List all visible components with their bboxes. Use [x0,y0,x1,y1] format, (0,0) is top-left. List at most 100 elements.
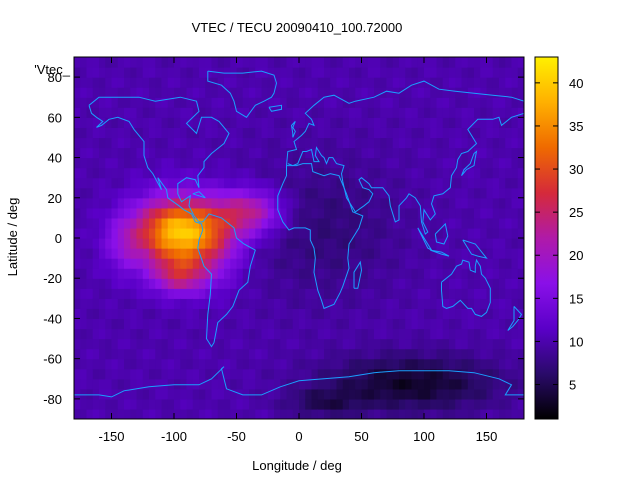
heatmap-cell [230,388,238,400]
heatmap-cell [361,328,369,340]
heatmap-cell [261,298,269,309]
heatmap-cell [80,67,88,78]
heatmap-cell [461,197,469,209]
heatmap-cell [192,217,200,229]
heatmap-cell [311,348,319,360]
heatmap-cell [117,187,125,199]
heatmap-cell [180,298,188,309]
heatmap-cell [305,77,313,88]
heatmap-cell [499,207,506,219]
heatmap-cell [149,187,156,199]
heatmap-cell [111,167,119,179]
heatmap-cell [367,57,375,68]
heatmap-cell [255,358,263,370]
heatmap-cell [517,147,524,159]
heatmap-cell [424,408,431,419]
heatmap-cell [130,248,138,259]
heatmap-cell [449,57,456,68]
heatmap-cell [386,227,394,239]
heatmap-cell [411,97,419,108]
heatmap-cell [411,187,419,199]
heatmap-cell [286,77,294,88]
heatmap-cell [249,298,256,309]
heatmap-cell [424,388,431,400]
heatmap-cell [392,378,400,390]
heatmap-cell [405,57,413,68]
heatmap-cell [324,358,331,370]
heatmap-cell [442,268,450,279]
heatmap-cell [236,398,244,410]
heatmap-cell [449,408,456,419]
heatmap-cell [199,197,206,209]
heatmap-cell [149,248,156,259]
heatmap-cell [167,328,175,340]
heatmap-cell [380,197,388,209]
heatmap-cell [205,258,213,269]
heatmap-cell [274,217,281,229]
heatmap-cell [136,238,144,249]
heatmap-cell [192,358,200,370]
heatmap-cell [436,197,444,209]
heatmap-cell [517,167,524,179]
heatmap-cell [405,67,413,78]
heatmap-cell [492,318,500,330]
heatmap-cell [286,217,294,229]
heatmap-cell [167,378,175,390]
heatmap-cell [336,107,344,118]
heatmap-cell [180,388,188,400]
heatmap-cell [180,187,188,199]
heatmap-cell [211,308,219,320]
heatmap-cell [267,177,275,189]
heatmap-cell [474,77,481,88]
heatmap-cell [180,248,188,259]
heatmap-cell [330,408,338,419]
heatmap-cell [267,318,275,330]
heatmap-cell [436,408,444,419]
heatmap-cell [417,157,425,169]
heatmap-cell [205,217,213,229]
heatmap-cell [236,177,244,189]
heatmap-cell [249,177,256,189]
heatmap-cell [224,147,231,159]
heatmap-cell [205,288,213,299]
heatmap-cell [424,378,431,390]
heatmap-cell [99,318,106,330]
heatmap-cell [336,248,344,259]
heatmap-cell [217,137,225,149]
heatmap-cell [242,368,250,380]
heatmap-cell [342,318,350,330]
heatmap-cell [236,328,244,340]
heatmap-cell [480,147,488,159]
heatmap-cell [492,268,500,279]
heatmap-cell [330,318,338,330]
heatmap-cell [461,298,469,309]
heatmap-cell [324,107,331,118]
heatmap-cell [380,238,388,249]
heatmap-cell [199,238,206,249]
heatmap-cell [217,107,225,118]
heatmap-cell [399,378,406,390]
heatmap-cell [249,258,256,269]
heatmap-cell [161,318,169,330]
heatmap-cell [342,308,350,320]
heatmap-cell [117,278,125,289]
heatmap-cell [311,298,319,309]
heatmap-cell [380,268,388,279]
heatmap-cell [386,368,394,380]
heatmap-cell [330,328,338,340]
heatmap-cell [136,388,144,400]
heatmap-cell [399,127,406,139]
heatmap-cell [474,288,481,299]
heatmap-cell [274,57,281,68]
heatmap-cell [474,157,481,169]
heatmap-cell [486,157,494,169]
heatmap-cell [130,227,138,239]
heatmap-cell [311,318,319,330]
heatmap-cell [442,348,450,360]
heatmap-cell [442,87,450,98]
heatmap-cell [205,308,213,320]
heatmap-cell [355,388,363,400]
heatmap-cell [517,227,524,239]
heatmap-cell [411,298,419,309]
heatmap-cell [367,97,375,108]
